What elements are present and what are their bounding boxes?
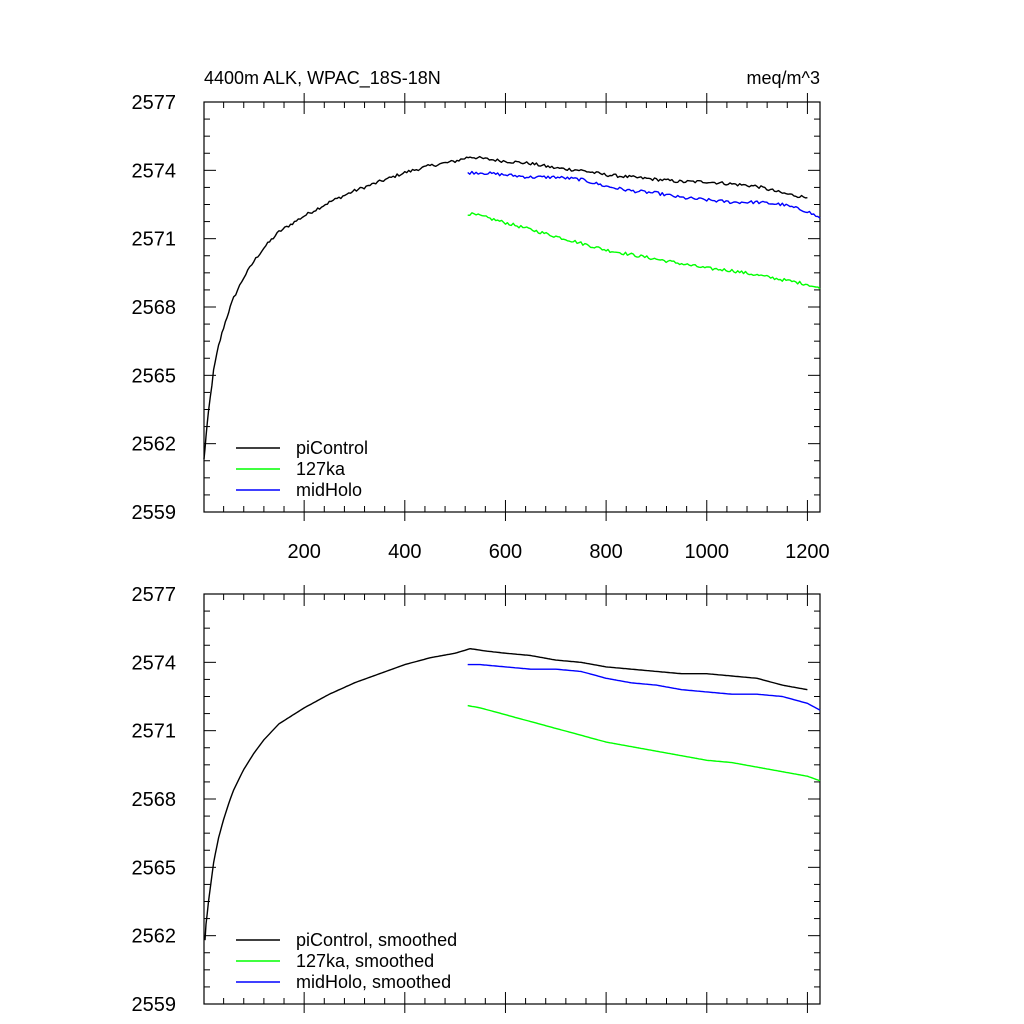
bottom-y-tick-label: 2565 [132, 857, 177, 879]
bottom-panel: 2559 2562 2565 2568 2571 2574 2577 piControl, … [132, 584, 821, 1016]
top-x-tick-label: 200 [287, 541, 320, 563]
top-y-tick-label: 2562 [132, 434, 177, 456]
top-x-tick-label: 1200 [785, 541, 830, 563]
top-y-tick-label: 2571 [132, 229, 177, 251]
top-axis-ticks [204, 93, 820, 521]
top-y-tick-label: 2574 [132, 160, 177, 182]
top-x-tick-labels: 200 400 600 800 1000 1200 [287, 541, 829, 563]
top-series-line-0 [203, 155, 808, 460]
bottom-series-lines [204, 648, 821, 941]
bottom-y-tick-label: 2571 [132, 721, 177, 743]
top-series-lines [203, 155, 821, 460]
top-legend-label-2: midHolo [296, 480, 362, 500]
bottom-legend-label-2: midHolo, smoothed [296, 972, 451, 992]
top-y-tick-label: 2559 [132, 502, 177, 524]
top-series-line-2 [467, 170, 821, 219]
top-series-line-1 [467, 212, 821, 290]
top-legend-label-0: piControl [296, 438, 368, 458]
top-y-tick-label: 2577 [132, 92, 177, 114]
top-x-tick-label: 800 [589, 541, 622, 563]
bottom-y-tick-label: 2559 [132, 994, 177, 1016]
top-x-tick-label: 400 [388, 541, 421, 563]
top-x-tick-label: 1000 [685, 541, 730, 563]
bottom-series-line-2 [467, 663, 821, 711]
bottom-legend-label-0: piControl, smoothed [296, 930, 457, 950]
bottom-y-tick-label: 2568 [132, 789, 177, 811]
top-legend-label-1: 127ka [296, 459, 346, 479]
bottom-legend-label-1: 127ka, smoothed [296, 951, 434, 971]
bottom-y-tick-label: 2574 [132, 652, 177, 674]
top-panel-units: meq/m^3 [747, 68, 820, 88]
bottom-y-tick-labels: 2559 2562 2565 2568 2571 2574 2577 [132, 584, 177, 1016]
top-y-tick-labels: 2559 2562 2565 2568 2571 2574 2577 [132, 92, 177, 524]
top-x-tick-label: 600 [489, 541, 522, 563]
bottom-y-tick-label: 2562 [132, 926, 177, 948]
bottom-y-tick-label: 2577 [132, 584, 177, 606]
top-panel: 4400m ALK, WPAC_18S-18N meq/m^3 2559 2562… [132, 68, 830, 563]
bottom-axis-ticks [204, 585, 820, 1013]
top-y-tick-label: 2565 [132, 365, 177, 387]
bottom-series-line-1 [467, 704, 821, 782]
top-panel-title: 4400m ALK, WPAC_18S-18N [204, 68, 441, 89]
top-y-tick-label: 2568 [132, 297, 177, 319]
bottom-series-line-0 [204, 648, 808, 941]
